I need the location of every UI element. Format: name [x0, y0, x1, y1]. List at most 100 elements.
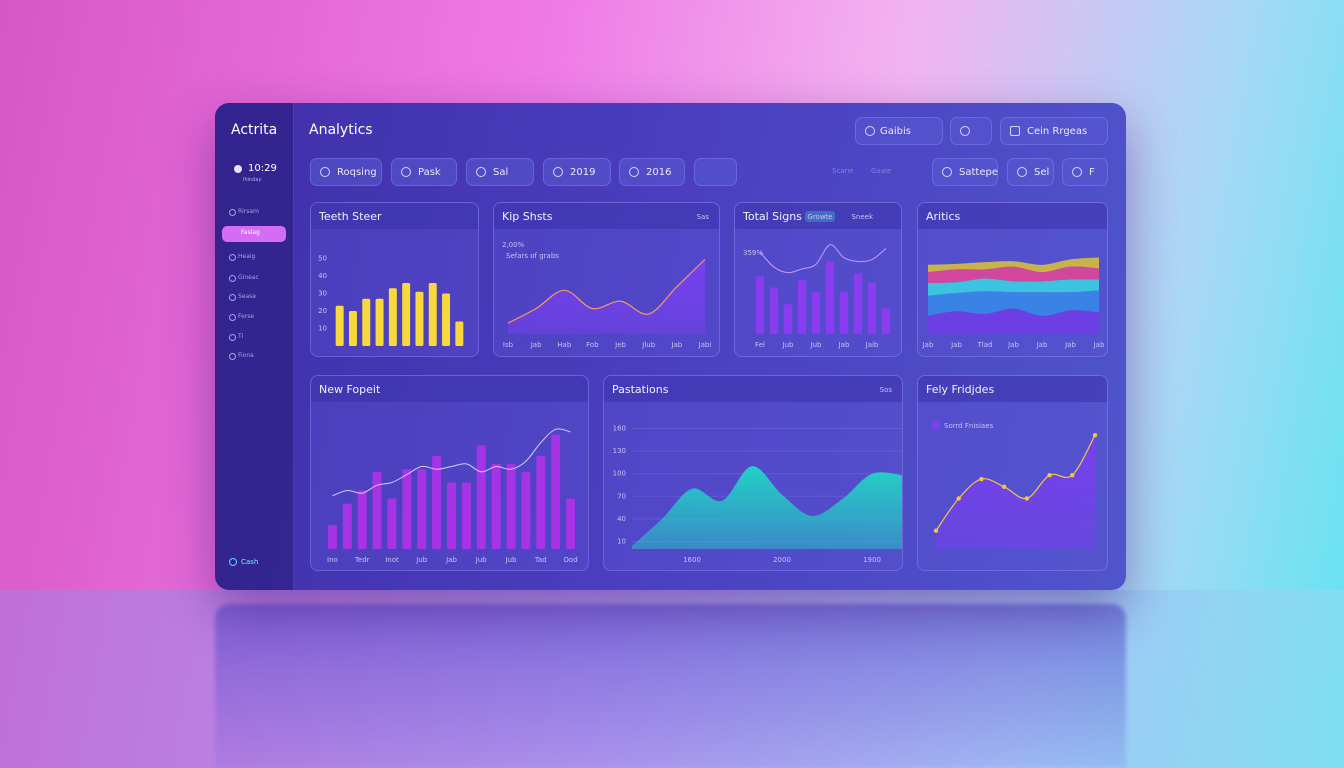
x-tick-label: Jub: [810, 341, 823, 349]
clock-icon: [234, 165, 242, 173]
nav-item[interactable]: Rirsam: [238, 208, 259, 215]
bar: [797, 280, 807, 334]
chart-card: Teeth Steer 10 20 30 40 50: [310, 202, 479, 357]
stacked-area: [928, 257, 1099, 273]
x-tick-label: Jab: [1093, 341, 1105, 349]
x-tick-label: Jab: [950, 341, 962, 349]
nav-item[interactable]: Fiona: [238, 352, 254, 359]
filter-icon: [942, 167, 952, 177]
x-tick-label: Jub: [505, 556, 518, 564]
filter-pill[interactable]: Sattepe: [932, 158, 998, 186]
chart: Sos 10 40 70 100 130 160 1600 2000 1900: [613, 386, 902, 564]
x-tick-label: Jaib: [865, 341, 879, 349]
filter-pill[interactable]: 2016: [619, 158, 685, 186]
bar: [566, 498, 576, 549]
filter-label: 2019: [570, 167, 596, 178]
page-title: Analytics: [309, 122, 373, 138]
header-note: Sas: [697, 213, 710, 221]
filter-label: 2016: [646, 167, 672, 178]
bar: [432, 455, 442, 549]
top-button[interactable]: Cein Rrgeas: [1000, 117, 1108, 145]
nav-item[interactable]: Faslag: [241, 229, 260, 236]
chart: Growte Sneek 359% Fel Jub Jub Jab Jaib: [743, 211, 891, 349]
filter-icon: [553, 167, 563, 177]
bar: [375, 298, 384, 346]
card-header: [918, 203, 1107, 229]
brand: Actrita: [231, 122, 278, 138]
filter-pill[interactable]: Pask: [391, 158, 457, 186]
bar: [442, 293, 451, 346]
line: [935, 434, 1096, 531]
x-tick-label: Ood: [563, 556, 577, 564]
x-tick-label: Inot: [385, 556, 399, 564]
bar: [536, 455, 546, 549]
x-tick-label: Jabi: [698, 341, 712, 349]
bar: [867, 282, 877, 334]
filter-pill[interactable]: F: [1062, 158, 1108, 186]
x-tick-label: Isb: [503, 341, 514, 349]
subline: Sefars of grabs: [506, 252, 559, 260]
header-note: Sos: [880, 386, 893, 394]
filter-pill[interactable]: Roqsing: [310, 158, 382, 186]
bar: [428, 283, 437, 346]
filter-pill[interactable]: Sal: [466, 158, 534, 186]
point: [933, 528, 939, 533]
card-header: [311, 376, 588, 402]
nav-icon: [229, 294, 236, 301]
nav-item[interactable]: Sease: [238, 293, 256, 300]
filter-icon: [629, 167, 639, 177]
chart-card: Aritics Jab Jab Tlad Jab Jab Jab Jab: [917, 202, 1108, 357]
top-button[interactable]: Gaibis: [855, 117, 943, 145]
y-tick-label: 40: [617, 515, 626, 523]
time-sub: Ihinday: [243, 177, 262, 183]
point: [1070, 472, 1075, 478]
filter-label: Pask: [418, 167, 441, 178]
nav-item[interactable]: Heaig: [238, 253, 256, 260]
icon-button[interactable]: [950, 117, 992, 145]
bar: [551, 434, 561, 549]
filter-label: Sel: [1034, 167, 1050, 178]
nav-item[interactable]: Ti: [238, 333, 244, 340]
area: [632, 466, 902, 549]
bar: [342, 503, 352, 549]
card-header: [494, 203, 719, 229]
bar: [447, 482, 456, 549]
filter-pill[interactable]: 2019: [543, 158, 611, 186]
stacked-area: [928, 308, 1099, 334]
hint-link[interactable]: Scarie: [832, 167, 854, 175]
line: [507, 258, 706, 324]
area: [936, 435, 1095, 550]
bar: [881, 307, 891, 334]
x-tick-label: Hab: [557, 341, 572, 349]
icon-dropdown[interactable]: [694, 158, 737, 186]
card-title: Pastations: [612, 383, 669, 396]
bar: [839, 292, 849, 334]
footer-icon: [229, 558, 237, 566]
legend-label: Sorrd Fnisiaes: [944, 422, 994, 430]
nav-icon: [229, 334, 236, 341]
card-title: Kip Shsts: [502, 210, 553, 223]
nav-item[interactable]: Gineac: [238, 274, 259, 281]
button-label: Cein Rrgeas: [1027, 126, 1088, 137]
x-tick-label: Jab: [838, 341, 850, 349]
bar: [387, 498, 397, 549]
y-tick-label: 130: [613, 447, 626, 455]
headline: 2,00%: [502, 241, 525, 249]
x-tick-label: 2000: [773, 556, 791, 564]
bar: [476, 445, 486, 549]
chart: Ino Tedr Inot Jub Jab Jub Jub Tad Ood: [327, 428, 578, 564]
bar: [335, 305, 344, 346]
y-tick-label: 30: [318, 290, 327, 298]
bar: [372, 471, 382, 549]
bar: [388, 288, 397, 346]
bar: [348, 311, 357, 346]
card-header: [735, 203, 901, 229]
card-title: Teeth Steer: [319, 210, 382, 223]
hint-link[interactable]: Gaale: [871, 167, 892, 175]
sidebar-footer[interactable]: Cash: [241, 558, 259, 566]
stacked-area: [928, 278, 1099, 296]
nav-item[interactable]: Ferse: [238, 313, 255, 320]
bar: [506, 463, 516, 549]
filter-pill[interactable]: Sel: [1007, 158, 1054, 186]
x-tick-label: Tlad: [977, 341, 993, 349]
